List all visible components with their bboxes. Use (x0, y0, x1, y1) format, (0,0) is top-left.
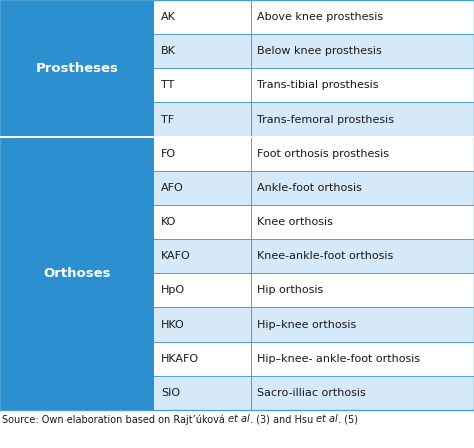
Bar (0, 0, 154, 137)
Text: FO: FO (161, 149, 176, 159)
Bar (154, 103, 474, 137)
Bar (154, 137, 474, 171)
Text: SIO: SIO (161, 388, 180, 398)
Text: KO: KO (161, 217, 176, 227)
Text: Ankle-foot orthosis: Ankle-foot orthosis (257, 183, 362, 193)
Text: Hip–knee- ankle-foot orthosis: Hip–knee- ankle-foot orthosis (257, 354, 420, 364)
Text: Above knee prosthesis: Above knee prosthesis (257, 12, 383, 22)
Bar (154, 342, 474, 376)
Text: et al: et al (317, 414, 338, 425)
Text: Prostheses: Prostheses (36, 62, 118, 75)
Text: Trans-tibial prosthesis: Trans-tibial prosthesis (257, 81, 378, 90)
Text: KAFO: KAFO (161, 251, 191, 261)
Text: Hip–knee orthosis: Hip–knee orthosis (257, 319, 356, 330)
Text: Trans-femoral prosthesis: Trans-femoral prosthesis (257, 115, 394, 125)
Text: Hip orthosis: Hip orthosis (257, 285, 323, 295)
Bar (154, 69, 474, 103)
Bar (154, 34, 474, 69)
Bar (154, 239, 474, 273)
Text: HKO: HKO (161, 319, 185, 330)
Text: et al: et al (228, 414, 250, 425)
Bar (154, 307, 474, 342)
Text: Below knee prosthesis: Below knee prosthesis (257, 46, 382, 56)
Bar (154, 376, 474, 410)
Text: TT: TT (161, 81, 174, 90)
Text: . (3) and Hsu: . (3) and Hsu (250, 414, 317, 425)
Text: HKAFO: HKAFO (161, 354, 199, 364)
Bar (0, 137, 154, 410)
Text: TF: TF (161, 115, 174, 125)
Text: Source: Own elaboration based on Rajt’úková: Source: Own elaboration based on Rajt’úk… (2, 414, 228, 425)
Text: AK: AK (161, 12, 176, 22)
Bar (154, 0, 474, 34)
Bar (154, 171, 474, 205)
Text: HpO: HpO (161, 285, 185, 295)
Text: BK: BK (161, 46, 176, 56)
Bar (154, 273, 474, 307)
Bar (154, 205, 474, 239)
Text: Sacro-illiac orthosis: Sacro-illiac orthosis (257, 388, 365, 398)
Text: Foot orthosis prosthesis: Foot orthosis prosthesis (257, 149, 389, 159)
Text: Orthoses: Orthoses (43, 267, 111, 280)
Text: AFO: AFO (161, 183, 184, 193)
Text: . (5): . (5) (338, 414, 358, 425)
Text: Knee-ankle-foot orthosis: Knee-ankle-foot orthosis (257, 251, 393, 261)
Text: Knee orthosis: Knee orthosis (257, 217, 333, 227)
